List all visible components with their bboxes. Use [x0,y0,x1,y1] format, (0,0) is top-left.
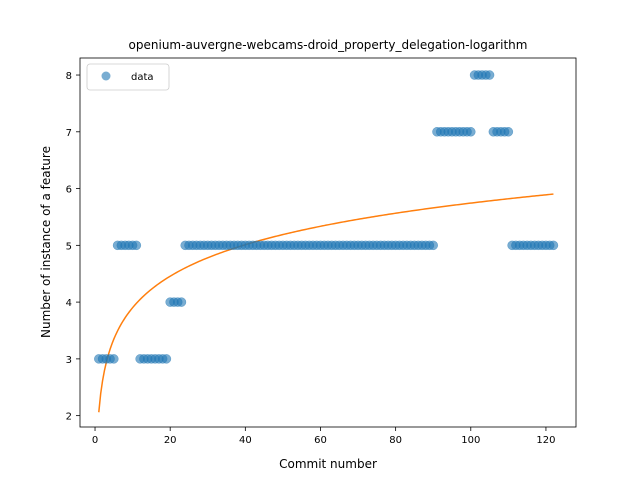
legend-label-data: data [131,72,154,83]
y-tick-label: 2 [66,412,72,423]
x-tick-label: 40 [239,435,252,446]
x-axis-label: Commit number [279,457,377,471]
data-point [484,70,495,80]
x-tick-label: 0 [92,435,98,446]
y-axis: 2 3 4 5 6 7 8 [66,71,80,423]
data-point [548,240,559,251]
fit-line-layer [98,193,554,413]
y-tick-label: 3 [66,355,72,366]
fit-line [98,193,554,413]
data-point [131,240,142,251]
legend-box [86,63,170,91]
legend-marker-data [101,71,111,81]
data-point [466,127,476,137]
x-tick-label: 20 [164,435,177,446]
data-point [428,240,438,251]
y-tick-label: 8 [66,71,72,82]
plot-frame [79,57,577,428]
x-tick-label: 120 [536,435,555,446]
data-point [109,354,119,364]
y-axis-label: Number of instance of a feature [39,146,53,338]
x-axis: 0 20 40 60 80 100 120 [92,427,555,446]
y-tick-label: 6 [66,185,72,196]
data-points-layer [94,70,559,364]
x-tick-label: 100 [461,435,480,446]
x-tick-label: 60 [314,435,327,446]
y-tick-label: 7 [66,128,72,139]
x-tick-label: 80 [389,435,402,446]
data-point [176,297,187,307]
data-point [161,354,172,364]
legend: data [86,63,170,91]
y-tick-label: 4 [66,298,72,309]
chart-title: openium-auvergne-webcams-droid_property_… [129,38,528,52]
data-point [503,127,514,137]
y-tick-label: 5 [66,241,72,252]
